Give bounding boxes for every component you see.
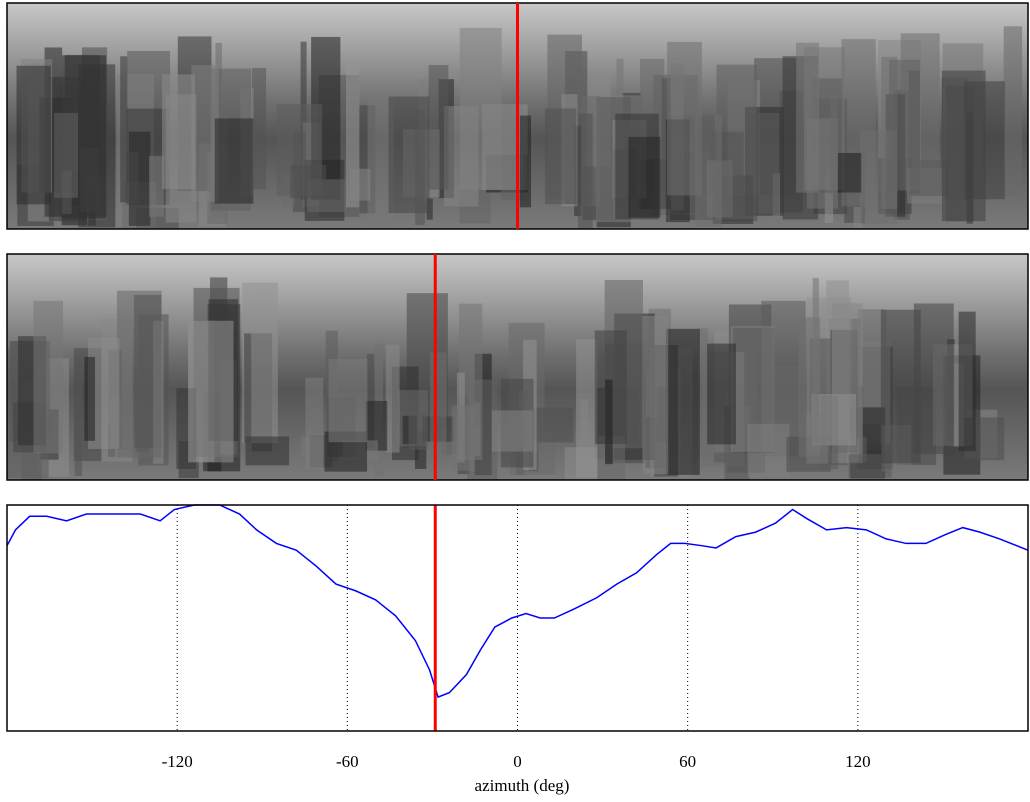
image-texture (812, 278, 819, 443)
image-texture (16, 65, 51, 205)
image-texture (74, 356, 83, 476)
image-texture (451, 405, 475, 471)
image-texture (290, 165, 327, 199)
image-texture (707, 343, 736, 445)
image-texture (408, 411, 428, 450)
image-texture (414, 431, 427, 469)
image-texture (830, 88, 838, 195)
image-texture (54, 112, 79, 198)
image-texture (188, 320, 234, 463)
image-texture (328, 358, 368, 443)
image-texture (33, 300, 64, 454)
image-texture (120, 56, 128, 203)
image-texture (889, 59, 921, 191)
x-tick-label: -60 (336, 752, 359, 771)
image-texture (305, 377, 324, 469)
image-texture (958, 311, 976, 452)
image-texture (757, 112, 780, 214)
image-texture (578, 113, 593, 229)
x-tick-label: 120 (845, 752, 871, 771)
image-texture (642, 315, 669, 475)
image-texture (365, 400, 388, 451)
image-texture (628, 136, 661, 218)
image-texture (78, 64, 116, 228)
curve (6, 504, 1029, 699)
plot: -120 -60 0 60 120 (6, 504, 1029, 771)
image-texture (491, 410, 533, 452)
image-texture (345, 61, 360, 208)
image-texture (544, 108, 577, 205)
image-texture (116, 290, 162, 458)
image-texture (837, 152, 862, 193)
image-texture (853, 206, 862, 228)
image-texture (519, 115, 532, 208)
panel-frame (6, 253, 1029, 481)
x-tick-label: -120 (162, 752, 193, 771)
image-panels (6, 2, 1029, 481)
x-tick-label: 60 (679, 752, 696, 771)
image-texture (576, 339, 598, 478)
image-texture (747, 423, 790, 478)
image-texture (165, 94, 197, 223)
image-texture (533, 407, 574, 443)
image-texture (1003, 26, 1023, 195)
image-texture (574, 125, 582, 217)
image-texture (84, 356, 95, 441)
image-texture (415, 109, 425, 226)
image-texture (148, 155, 164, 217)
image-texture (913, 303, 954, 454)
x-tick-label: 0 (513, 752, 522, 771)
image-texture (244, 333, 252, 443)
image-texture (716, 64, 757, 220)
image-texture (848, 454, 892, 478)
plot-frame (6, 504, 1029, 732)
image-texture (126, 152, 139, 204)
image-texture (806, 412, 828, 464)
image-texture (459, 27, 502, 190)
image-texture (605, 379, 613, 465)
image-texture (964, 81, 1005, 200)
image-texture (426, 198, 433, 220)
image-texture (245, 436, 290, 466)
image-texture (667, 41, 702, 196)
image-texture (430, 352, 447, 460)
x-axis-label: azimuth (deg) (475, 776, 570, 795)
image-texture (251, 68, 267, 190)
image-texture (428, 65, 449, 190)
image-texture (385, 344, 400, 453)
image-texture (665, 328, 700, 475)
image-texture (214, 118, 254, 204)
